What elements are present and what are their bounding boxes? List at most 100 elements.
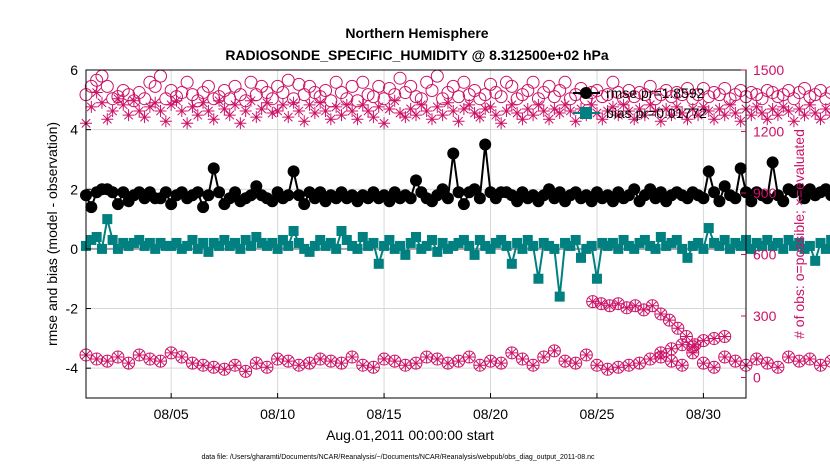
evaluated-obs-marker <box>271 105 284 117</box>
bias-point <box>442 243 453 254</box>
bias-point <box>453 237 464 248</box>
evaluated-obs-marker <box>489 109 502 122</box>
bias-point <box>251 231 262 242</box>
evaluated-obs-marker <box>95 96 108 109</box>
x-tick-label: 08/10 <box>260 406 295 422</box>
evaluated-obs-marker <box>734 115 747 128</box>
x-tick-label: 08/25 <box>579 406 614 422</box>
legend-rmse-label: rmse pr=1.8592 <box>606 85 705 101</box>
rmse-point <box>245 189 257 202</box>
bias-point <box>474 234 485 245</box>
rmse-point <box>202 189 215 202</box>
evaluated-obs-marker <box>425 113 438 126</box>
evaluated-obs-marker <box>330 100 343 113</box>
x-tick-label: 08/20 <box>473 406 508 422</box>
evaluated-obs-marker <box>484 355 497 368</box>
bias-point <box>655 231 666 242</box>
rmse-point <box>207 162 220 175</box>
evaluated-obs-marker <box>500 105 513 117</box>
bias-point <box>160 240 171 251</box>
evaluated-obs-marker <box>809 107 822 120</box>
bias-point <box>565 240 576 251</box>
bias-point <box>352 243 363 254</box>
evaluated-obs-marker <box>346 105 359 117</box>
bias-point <box>347 240 358 251</box>
evaluated-obs-marker <box>127 94 140 107</box>
rmse-point <box>553 186 566 199</box>
bias-point <box>320 240 331 251</box>
evaluated-obs-marker <box>191 109 204 122</box>
chart-title-line2: RADIOSONDE_SPECIFIC_HUMIDITY @ 8.312500e… <box>225 47 609 63</box>
bias-point <box>134 234 145 245</box>
bias-point <box>634 237 645 248</box>
evaluated-obs-marker <box>590 359 603 372</box>
evaluated-obs-marker <box>532 98 545 111</box>
bias-point <box>395 240 406 251</box>
y-tick-label: 2 <box>70 181 78 197</box>
evaluated-obs-marker <box>218 363 231 376</box>
y2-tick-label: 300 <box>753 308 777 324</box>
evaluated-obs-marker <box>367 361 380 374</box>
y-tick-label: -2 <box>66 301 79 317</box>
rmse-point <box>718 180 731 193</box>
evaluated-obs-marker <box>441 357 454 370</box>
evaluated-obs-marker <box>585 98 598 111</box>
bias-point <box>304 246 315 257</box>
y2-tick-label: 900 <box>753 185 777 201</box>
possible-obs-marker <box>393 71 407 85</box>
evaluated-obs-marker <box>420 351 433 363</box>
evaluated-obs-marker <box>580 348 593 361</box>
evaluated-obs-marker <box>308 107 321 120</box>
rmse-point <box>697 192 710 205</box>
bias-point <box>256 237 267 248</box>
evaluated-obs-marker <box>324 113 337 126</box>
evaluated-obs-marker <box>620 301 633 314</box>
evaluated-obs-marker <box>165 98 178 111</box>
bias-point <box>384 234 395 245</box>
rmse-point <box>729 192 742 205</box>
evaluated-obs-marker <box>603 299 616 312</box>
bias-point <box>554 291 565 302</box>
evaluated-obs-marker <box>819 102 830 115</box>
evaluated-obs-marker <box>629 299 642 312</box>
bias-point <box>224 240 235 251</box>
evaluated-obs-marker <box>654 351 667 363</box>
x-axis-label: Aug.01,2011 00:00:00 start <box>326 427 494 443</box>
possible-obs-marker <box>356 75 370 89</box>
bias-point <box>714 240 725 251</box>
possible-obs-marker <box>718 81 732 95</box>
evaluated-obs-marker <box>649 105 662 117</box>
rmse-point <box>766 156 779 169</box>
evaluated-obs-marker <box>596 113 609 126</box>
evaluated-obs-marker <box>750 100 763 113</box>
bias-point <box>730 237 741 248</box>
evaluated-obs-marker <box>154 355 167 368</box>
rmse-point <box>229 186 242 199</box>
evaluated-obs-marker <box>564 105 577 117</box>
evaluated-obs-marker <box>543 113 556 126</box>
bias-point <box>709 237 720 248</box>
possible-obs-marker <box>265 92 279 106</box>
possible-obs-marker <box>744 86 758 100</box>
evaluated-obs-marker <box>143 353 156 366</box>
bias-point <box>235 243 246 254</box>
evaluated-obs-marker <box>617 98 630 111</box>
evaluated-obs-marker <box>324 355 337 368</box>
bias-point <box>810 255 821 266</box>
bias-point <box>272 243 283 254</box>
evaluated-obs-marker <box>676 359 689 372</box>
bias-point <box>512 237 523 248</box>
rmse-point <box>436 183 449 196</box>
evaluated-obs-marker <box>729 355 742 368</box>
bias-point <box>246 240 256 251</box>
possible-obs-marker <box>292 77 306 91</box>
evaluated-obs-marker <box>548 344 561 357</box>
rmse-point <box>793 183 806 196</box>
rmse-point <box>191 186 204 199</box>
evaluated-obs-marker <box>633 102 646 115</box>
series-marks <box>79 69 830 378</box>
evaluated-obs-marker <box>670 100 683 113</box>
evaluated-obs-marker <box>383 102 396 115</box>
x-tick-label: 08/15 <box>367 406 402 422</box>
